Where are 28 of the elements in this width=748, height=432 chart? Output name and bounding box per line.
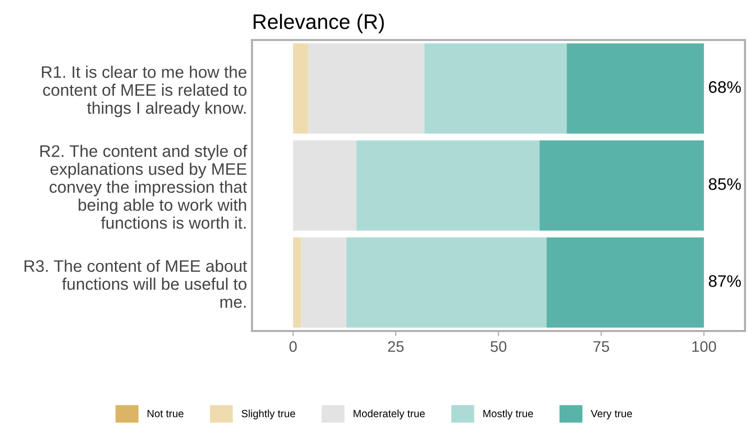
- bar: [546, 237, 704, 328]
- x-tick-label: 50: [490, 341, 506, 352]
- bar: [424, 43, 567, 134]
- x-tick-label: 0: [289, 341, 297, 352]
- annotation: 87%: [708, 275, 741, 287]
- annotation: 85%: [708, 178, 741, 190]
- bar: [566, 43, 704, 134]
- bar: [346, 237, 547, 328]
- chart-title: Relevance (R): [254, 14, 384, 34]
- legend-label: Not true: [148, 410, 184, 418]
- annotation: 68%: [708, 81, 741, 93]
- y-tick-label: R1. It is clear to me how the content of MEE is related to things I already know.: [42, 66, 246, 118]
- bar: [308, 43, 425, 134]
- legend-label: Slightly true: [242, 410, 296, 420]
- x-tick-label: 100: [692, 341, 716, 352]
- x-tick-label: 25: [388, 341, 404, 352]
- bar: [293, 140, 356, 231]
- bar: [356, 140, 540, 231]
- bar: [301, 237, 346, 328]
- legend-label: Mostly true: [483, 410, 533, 420]
- legend-label: Very true: [590, 410, 632, 420]
- bar: [540, 140, 704, 231]
- y-tick-label: R2. The content and style of explanations used by MEE convey the impression that being able to work with functions is worth it.: [40, 144, 248, 229]
- x-tick-label: 75: [593, 341, 610, 352]
- bar: [293, 43, 308, 134]
- legend-label: Moderately true: [354, 410, 425, 420]
- y-tick-label: R3. The content of MEE about functions will be useful to me.: [24, 260, 248, 308]
- bar: [293, 237, 302, 328]
